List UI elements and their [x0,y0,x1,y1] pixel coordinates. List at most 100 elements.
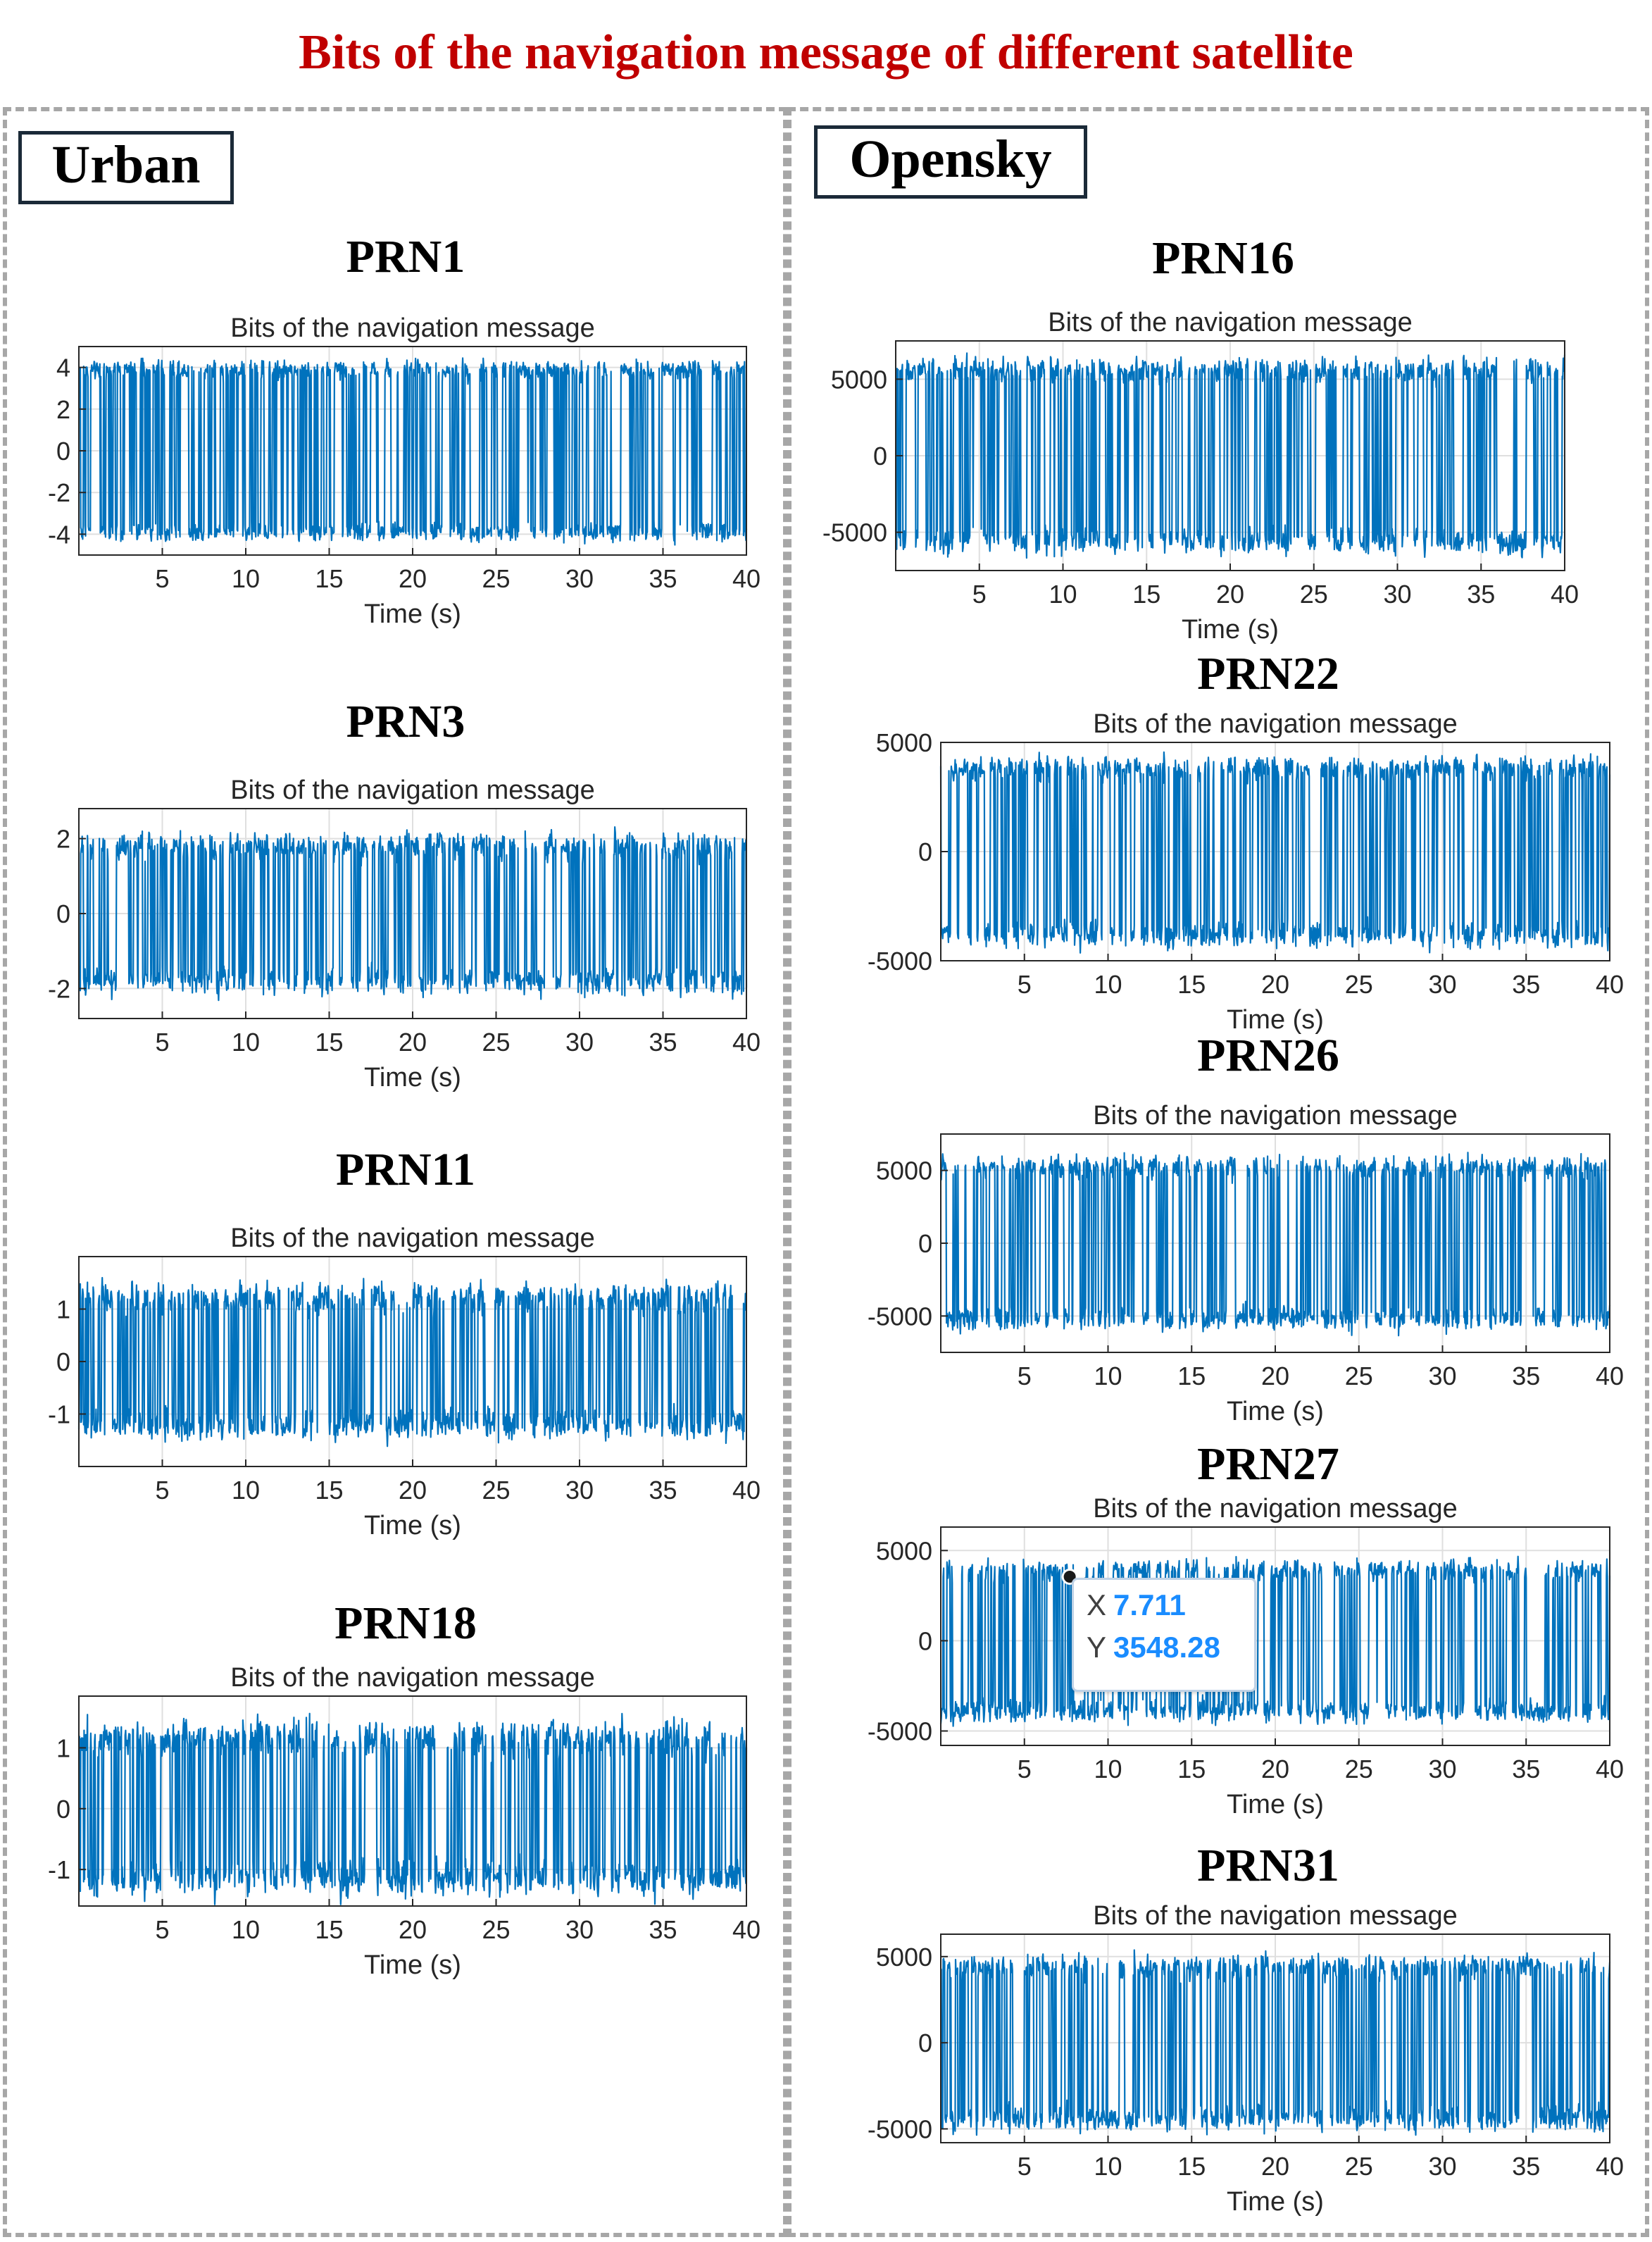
prn27-axes-title: Bits of the navigation message [1093,1494,1458,1524]
prn18-xtick-label-4: 25 [482,1915,510,1944]
prn27-xlabel: Time (s) [1227,1790,1324,1819]
prn26-axes-title: Bits of the navigation message [1093,1101,1458,1131]
prn22-xtick-label-5: 30 [1428,970,1456,999]
prn27-ytick-label-0: -5000 [868,1717,932,1746]
prn31-ytick-label-1: 0 [918,2029,932,2057]
prn22-xtick-label-4: 25 [1345,970,1373,999]
prn1-axes-title: Bits of the navigation message [230,313,595,343]
prn11-xtick-label-7: 40 [732,1476,761,1505]
figure-title: Bits of the navigation message of differ… [299,25,1353,80]
prn31-xtick-label-7: 40 [1596,2152,1624,2181]
prn26-series-line [939,1152,1611,1337]
prn3-xtick-label-0: 5 [155,1028,169,1057]
prn1-xtick-label-6: 35 [649,564,677,593]
prn27-xtick-label-4: 25 [1345,1755,1373,1783]
prn31-ytick-label-2: 5000 [876,1943,932,1972]
datatip-x-row: X 7.711 [1087,1584,1241,1626]
prn3-xtick-label-4: 25 [482,1028,510,1057]
datatip-y-key: Y [1087,1631,1107,1664]
prn18-ytick-label-1: 0 [56,1795,70,1824]
prn3-series-line [77,826,748,1002]
prn3-axes-title: Bits of the navigation message [230,776,595,805]
prn18-xtick-label-5: 30 [565,1915,594,1944]
prn31-xtick-label-5: 30 [1428,2152,1456,2181]
prn1-ytick-label-4: 4 [56,354,70,382]
prn16-ytick-label-1: 0 [873,442,887,471]
prn3-xtick-label-5: 30 [565,1028,594,1057]
prn31-heading: PRN31 [1197,1840,1339,1891]
prn1-ytick-label-2: 0 [56,437,70,466]
datatip: X 7.711 Y 3548.28 [1072,1578,1256,1692]
prn31-xtick-label-0: 5 [1018,2152,1032,2181]
prn1-xtick-label-0: 5 [155,564,169,593]
prn18-axes-title: Bits of the navigation message [230,1663,595,1693]
prn18-xtick-label-1: 10 [232,1915,260,1944]
prn1-heading: PRN1 [346,231,465,282]
opensky-label: Opensky [814,125,1087,199]
prn11-series-line [77,1276,748,1447]
prn27-xtick-label-3: 20 [1261,1755,1289,1783]
prn22-xlabel: Time (s) [1227,1005,1324,1035]
prn3-ytick-label-1: 0 [56,899,70,928]
prn22-xtick-label-2: 15 [1177,970,1206,999]
prn16-heading: PRN16 [1152,232,1294,284]
prn26-xlabel: Time (s) [1227,1397,1324,1426]
prn18-xtick-label-2: 15 [315,1915,343,1944]
prn1-series-line [77,357,748,546]
prn16-xtick-label-1: 10 [1049,580,1077,609]
prn11-xlabel: Time (s) [364,1511,461,1540]
prn26-xtick-label-3: 20 [1261,1362,1289,1390]
prn31-xtick-label-4: 25 [1345,2152,1373,2181]
prn11-xtick-label-3: 20 [399,1476,427,1505]
prn11-xtick-label-0: 5 [155,1476,169,1505]
prn18-xlabel: Time (s) [364,1950,461,1980]
prn22-xtick-label-0: 5 [1018,970,1032,999]
prn11-xtick-label-4: 25 [482,1476,510,1505]
prn22-xtick-label-6: 35 [1512,970,1540,999]
prn27-xtick-label-1: 10 [1094,1755,1122,1783]
prn16-axes-title: Bits of the navigation message [1048,308,1413,337]
prn27-xtick-label-6: 35 [1512,1755,1540,1783]
prn26-xtick-label-2: 15 [1177,1362,1206,1390]
prn16-xlabel: Time (s) [1182,615,1279,644]
prn18-xtick-label-6: 35 [649,1915,677,1944]
prn22-heading: PRN22 [1197,648,1339,699]
prn11-ytick-label-2: 1 [56,1295,70,1324]
prn31-xtick-label-2: 15 [1177,2152,1206,2181]
prn16-xtick-label-5: 30 [1383,580,1411,609]
datatip-x-value: 7.711 [1113,1588,1186,1621]
prn22-xtick-label-1: 10 [1094,970,1122,999]
prn26-xtick-label-7: 40 [1596,1362,1624,1390]
prn26-xtick-label-1: 10 [1094,1362,1122,1390]
prn26-heading: PRN26 [1197,1030,1339,1081]
prn31-xtick-label-6: 35 [1512,2152,1540,2181]
prn3-xtick-label-2: 15 [315,1028,343,1057]
prn3-xtick-label-7: 40 [732,1028,761,1057]
prn11-xtick-label-1: 10 [232,1476,260,1505]
prn16-xtick-label-4: 25 [1300,580,1328,609]
datatip-x-key: X [1087,1588,1107,1621]
prn18-heading: PRN18 [334,1598,477,1649]
prn11-xtick-label-5: 30 [565,1476,594,1505]
prn27-xtick-label-2: 15 [1177,1755,1206,1783]
prn26-xtick-label-6: 35 [1512,1362,1540,1390]
prn26-xtick-label-4: 25 [1345,1362,1373,1390]
prn26-ytick-label-2: 5000 [876,1157,932,1185]
prn11-axes-title: Bits of the navigation message [230,1223,595,1253]
prn31-series-line [940,1949,1611,2136]
prn26-ytick-label-1: 0 [918,1229,932,1258]
prn1-xtick-label-4: 25 [482,564,510,593]
prn3-xtick-label-6: 35 [649,1028,677,1057]
prn16-xtick-label-6: 35 [1467,580,1495,609]
prn11-xtick-label-6: 35 [649,1476,677,1505]
prn27-xtick-label-5: 30 [1428,1755,1456,1783]
prn22-axes-title: Bits of the navigation message [1093,709,1458,739]
prn31-axes-title: Bits of the navigation message [1093,1901,1458,1931]
prn31-xtick-label-1: 10 [1094,2152,1122,2181]
prn27-heading: PRN27 [1197,1438,1339,1490]
prn3-xlabel: Time (s) [364,1063,461,1092]
prn18-xtick-label-7: 40 [732,1915,761,1944]
prn18-xtick-label-0: 5 [155,1915,169,1944]
